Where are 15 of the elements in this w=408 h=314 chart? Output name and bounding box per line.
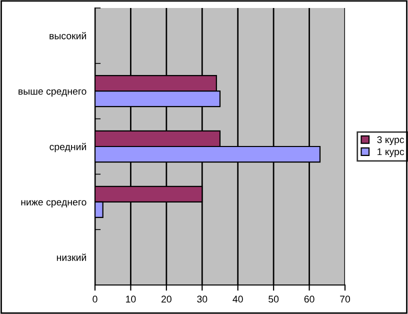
x-tick-label: 70 bbox=[340, 296, 350, 303]
x-tick-label: 40 bbox=[232, 296, 243, 303]
y-tick-label: средний bbox=[50, 142, 86, 152]
x-tick-label: 0 bbox=[92, 296, 98, 303]
x-tick-label: 60 bbox=[304, 296, 314, 303]
x-tick-label: 30 bbox=[197, 296, 208, 303]
y-tick-label: низкий bbox=[56, 254, 86, 261]
y-tick-label: выше среднего bbox=[18, 89, 86, 97]
y-tick-label: ниже среднего bbox=[21, 200, 86, 208]
x-tick-label: 50 bbox=[268, 296, 279, 303]
x-tick-label: 10 bbox=[126, 296, 136, 303]
legend-label: 3 курс bbox=[377, 136, 404, 146]
y-tick-label: высокий bbox=[50, 32, 86, 40]
x-tick-label: 20 bbox=[162, 296, 172, 303]
legend-label: 1 курс bbox=[378, 148, 404, 158]
